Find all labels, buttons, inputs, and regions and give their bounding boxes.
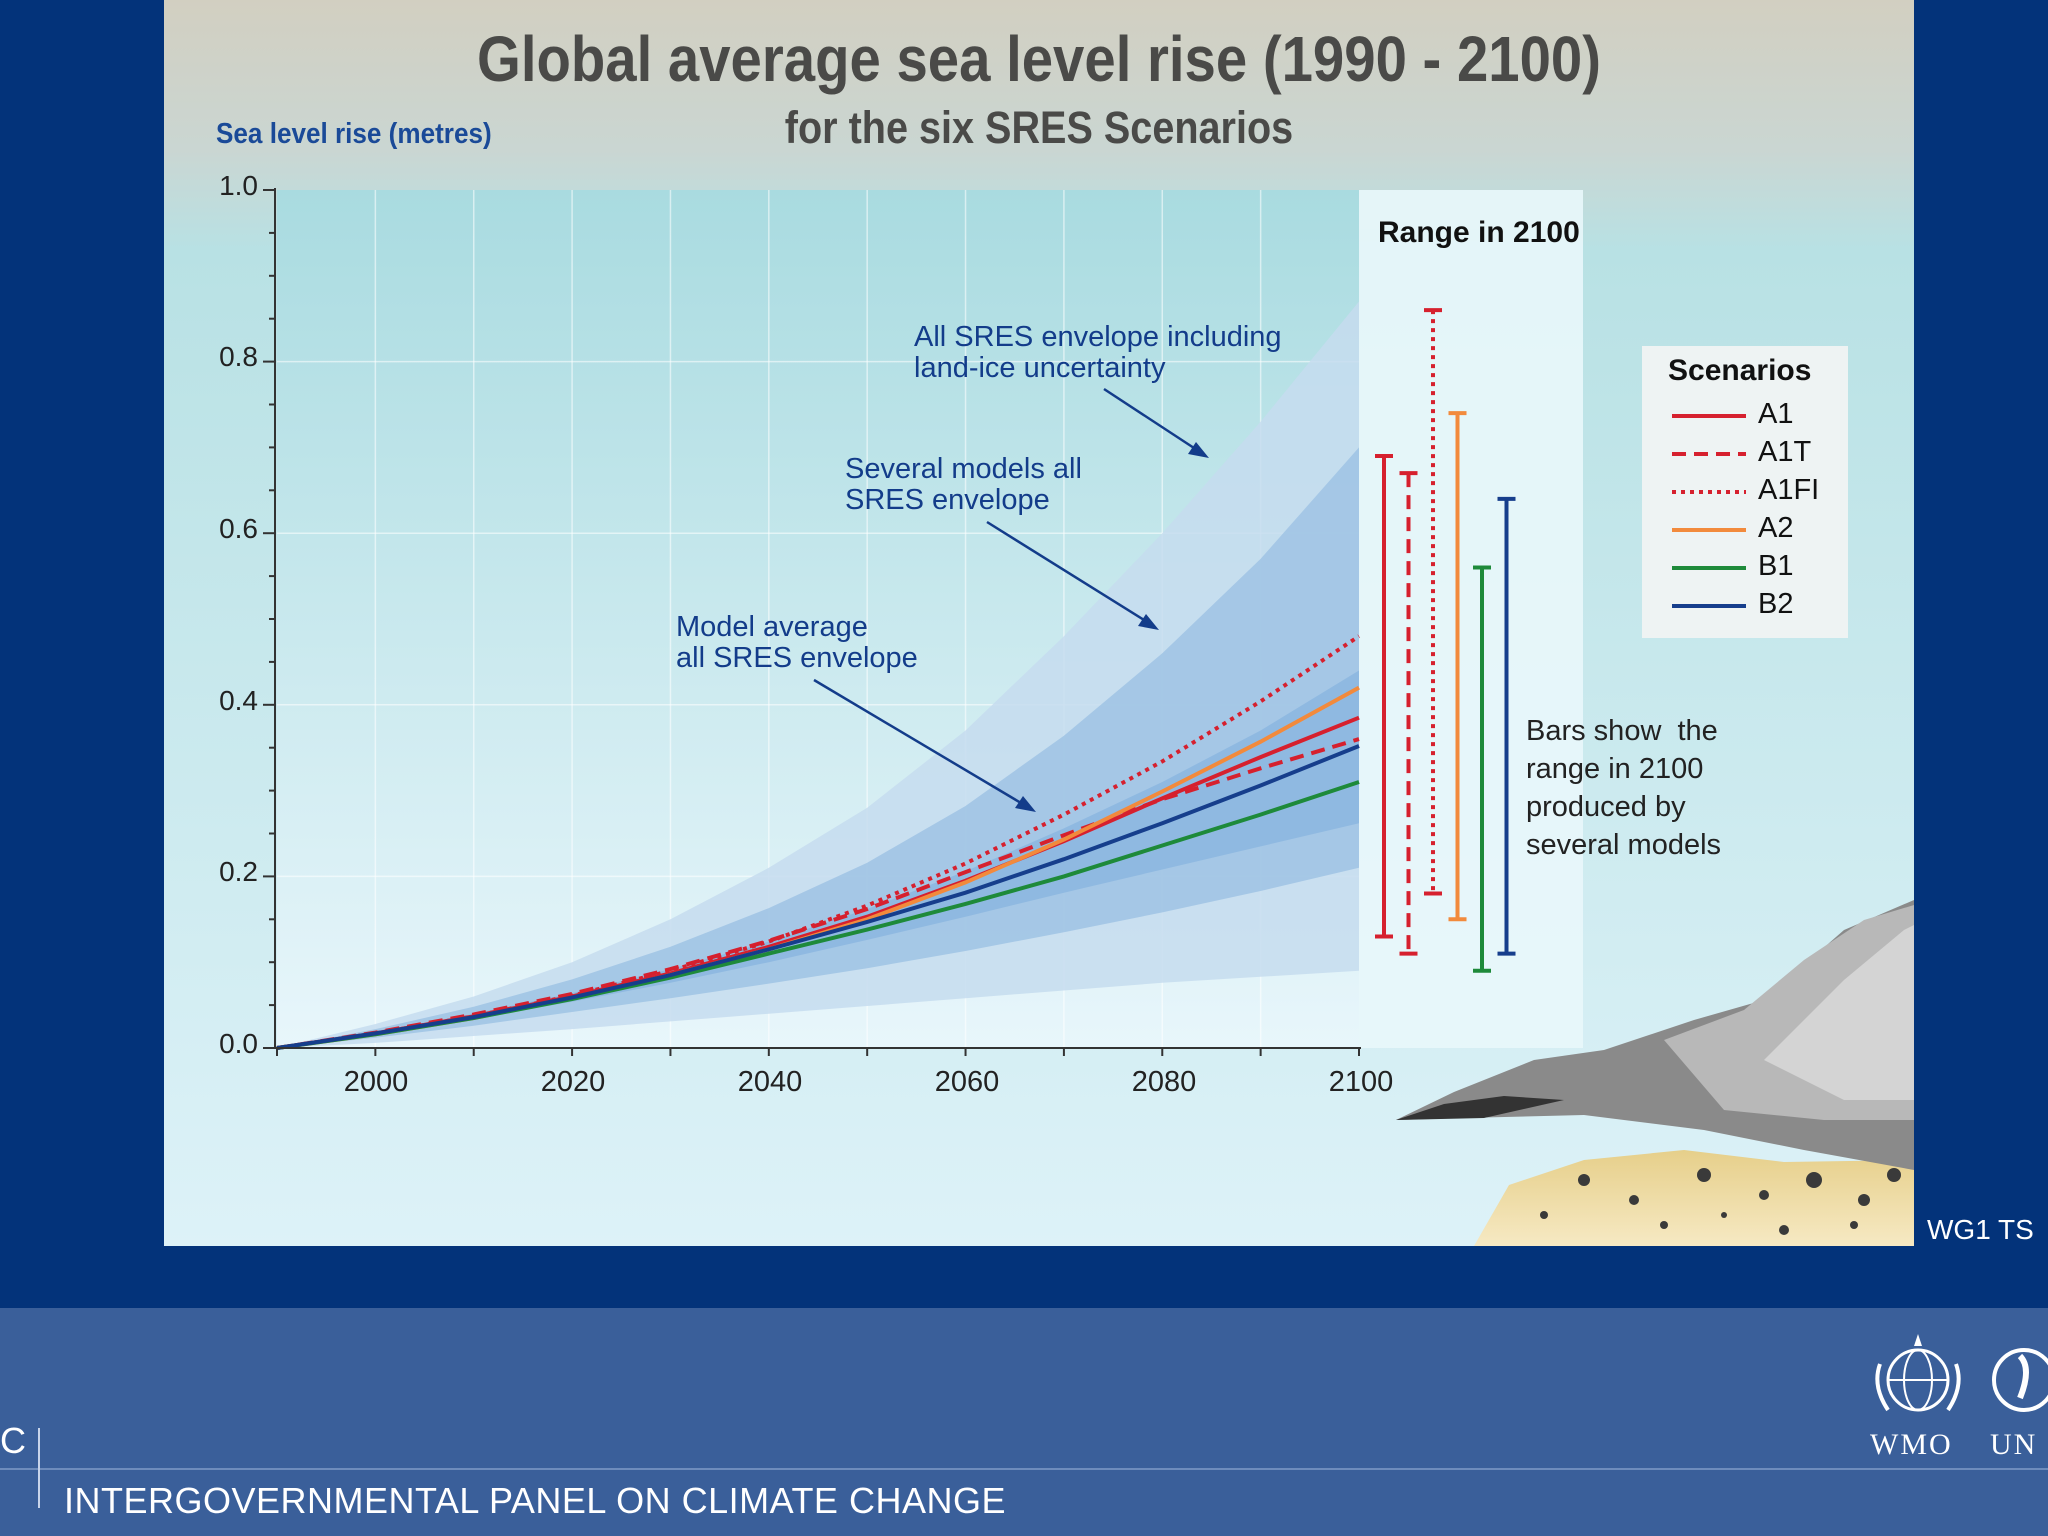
envelope-layer (277, 301, 1359, 1048)
envelope-band (277, 447, 1359, 1048)
legend-label-a1fi: A1FI (1758, 474, 1820, 506)
coastline-illustration (1396, 900, 1914, 1246)
legend-label-b2: B2 (1758, 588, 1794, 620)
chart-canvas (164, 0, 1914, 1246)
chart-panel: Global average sea level rise (1990 - 21… (164, 0, 1914, 1246)
unep-emblem-icon (1992, 1348, 2048, 1412)
annotation-arrow-icon (1015, 796, 1036, 812)
y-tick-label: 0.6 (219, 513, 258, 544)
footer-separator (38, 1428, 40, 1508)
annotation-land-ice: All SRES envelope including land-ice unc… (914, 321, 1282, 384)
x-tick-label: 2000 (343, 1066, 409, 1098)
y-tick-label: 0.4 (219, 685, 258, 716)
series-line-b2 (276, 744, 1360, 1050)
annotation-arrow-icon (1138, 614, 1159, 630)
envelope-band (277, 670, 1359, 1048)
range-area (1359, 190, 1583, 1048)
range-bars-note: Bars show the range in 2100 produced by … (1526, 715, 1722, 861)
footer-bar (0, 1308, 2048, 1536)
legend-label-a2: A2 (1758, 512, 1794, 544)
unep-logo-text: UN (1990, 1428, 2038, 1461)
range-title: Range in 2100 (1378, 216, 1580, 249)
y-tick-label: 0.8 (219, 341, 258, 372)
axes (263, 188, 1361, 1056)
footer-divider (0, 1468, 2048, 1470)
y-tick-label: 0.2 (219, 856, 258, 887)
wmo-emblem-icon (1875, 1334, 1961, 1412)
annotation-several-models: Several models all SRES envelope (845, 453, 1082, 516)
slide-code: WG1 TS (1927, 1214, 2034, 1245)
annotation-arrow-icon (1188, 442, 1209, 458)
wmo-logo-text: WMO (1870, 1428, 1953, 1461)
y-tick-label: 1.0 (219, 170, 258, 201)
x-tick-label: 2100 (1328, 1066, 1394, 1098)
legend-label-a1: A1 (1758, 398, 1794, 430)
x-tick-label: 2040 (737, 1066, 803, 1098)
legend-swatches (1672, 414, 1746, 608)
x-tick-label: 2060 (934, 1066, 1000, 1098)
chart-title: Global average sea level rise (1990 - 21… (477, 23, 1601, 95)
annotation-arrows (813, 387, 1209, 812)
x-tick-label: 2080 (1131, 1066, 1197, 1098)
legend-title: Scenarios (1668, 354, 1812, 387)
legend-label-b1: B1 (1758, 550, 1794, 582)
org-name: INTERGOVERNMENTAL PANEL ON CLIMATE CHANG… (64, 1480, 1006, 1521)
annotation-arrow-icon (1103, 387, 1195, 450)
annotation-model-average: Model average all SRES envelope (676, 611, 918, 674)
annotation-arrow-icon (813, 678, 1022, 805)
series-layer (276, 634, 1361, 1050)
range-bars (1375, 308, 1516, 973)
x-tick-label: 2020 (540, 1066, 606, 1098)
y-axis-label: Sea level rise (metres) (216, 118, 492, 150)
legend-label-a1t: A1T (1758, 436, 1812, 468)
annotation-arrow-icon (986, 520, 1145, 622)
y-tick-label: 0.0 (219, 1028, 258, 1059)
chart-subtitle: for the six SRES Scenarios (784, 102, 1294, 153)
org-acronym: C (0, 1420, 26, 1461)
